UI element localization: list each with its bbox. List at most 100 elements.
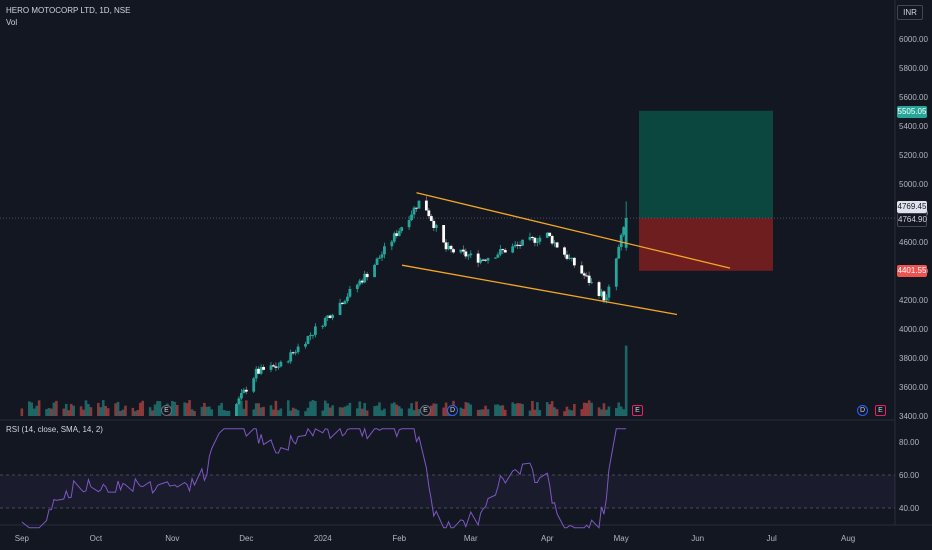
volume-bar xyxy=(138,402,142,416)
volume-bar xyxy=(141,400,145,416)
volume-bar xyxy=(222,410,226,416)
dividend-event-icon[interactable]: D xyxy=(857,405,868,416)
volume-bar xyxy=(400,408,404,416)
volume-bar xyxy=(476,409,480,416)
time-tick-label: Mar xyxy=(464,534,478,543)
volume-bar xyxy=(479,409,482,416)
candle-body xyxy=(585,275,589,277)
volume-bar xyxy=(116,401,120,416)
rsi-line xyxy=(21,427,627,529)
earnings-event-icon[interactable]: E xyxy=(420,405,431,416)
candle-body xyxy=(624,218,628,248)
candle-body xyxy=(449,245,453,250)
rsi-pane xyxy=(0,427,895,529)
candle-body xyxy=(390,241,394,247)
volume-bar xyxy=(555,409,559,416)
earnings-event-icon[interactable]: E xyxy=(875,405,886,416)
volume-bar xyxy=(390,403,394,416)
candle-body xyxy=(397,230,401,236)
time-tick-label: Aug xyxy=(841,534,855,543)
candle-body xyxy=(286,361,290,363)
time-tick-label: May xyxy=(614,534,629,543)
price-tick-label: 4600.00 xyxy=(899,238,928,247)
candle-body xyxy=(572,257,576,266)
time-tick-label: Sep xyxy=(15,534,30,543)
time-axis[interactable]: Sep Oct Nov Dec 2024 Feb Mar Apr May Jun Jul Aug xyxy=(15,534,856,543)
volume-bar xyxy=(521,404,524,416)
volume-bar xyxy=(587,400,591,416)
channel-lower-line xyxy=(401,264,678,316)
volume-bar xyxy=(553,407,556,416)
volume-bar xyxy=(538,410,542,416)
candle-body xyxy=(498,249,502,255)
volume-bar xyxy=(151,410,154,416)
price-tick-label: 3600.00 xyxy=(899,383,928,392)
rsi-tick-label: 60.00 xyxy=(899,471,920,480)
candle-body xyxy=(533,237,537,243)
volume-label[interactable]: Vol xyxy=(6,18,18,27)
price-tick-label: 3800.00 xyxy=(899,354,928,363)
volume-bar xyxy=(323,400,327,416)
candle-body xyxy=(563,247,566,255)
price-tick-label: 4200.00 xyxy=(899,296,928,305)
candle-body xyxy=(415,207,418,209)
candle-body xyxy=(400,227,404,231)
volume-bar xyxy=(27,401,31,416)
volume-bar xyxy=(550,401,554,416)
volume-bar xyxy=(134,411,137,416)
volume-bar xyxy=(417,409,421,416)
volume-bar xyxy=(600,409,603,416)
candle-body xyxy=(365,273,369,278)
volume-bar xyxy=(114,403,117,416)
volume-bar xyxy=(47,408,51,416)
candle-body xyxy=(355,284,359,289)
volume-bar xyxy=(503,409,507,416)
volume-bar xyxy=(245,400,248,416)
candle-body xyxy=(590,282,594,284)
symbol-title[interactable]: HERO MOTOCORP LTD, 1D, NSE xyxy=(6,6,131,15)
volume-bar xyxy=(210,409,214,416)
volume-bar xyxy=(375,405,379,416)
rsi-label[interactable]: RSI (14, close, SMA, 14, 2) xyxy=(6,425,103,434)
candle-body xyxy=(622,227,626,235)
currency-button[interactable]: INR xyxy=(897,5,923,20)
volume-bar xyxy=(331,405,334,416)
volume-bar xyxy=(580,409,584,416)
volume-bar xyxy=(200,406,204,416)
candle-body xyxy=(259,367,263,374)
candle-body xyxy=(321,325,325,327)
candle-body xyxy=(545,232,549,238)
volume-bar xyxy=(518,403,522,416)
candle-body xyxy=(313,326,317,335)
candle-body xyxy=(276,366,280,368)
candle-body xyxy=(291,352,295,354)
volume-bar xyxy=(101,400,105,416)
volume-bar xyxy=(536,402,539,416)
volume-bar xyxy=(415,401,418,416)
time-tick-label: Apr xyxy=(541,534,554,543)
trendlines[interactable] xyxy=(401,192,731,316)
volume-bar xyxy=(32,408,36,416)
volume-bar xyxy=(430,405,433,416)
candle-body xyxy=(521,239,524,246)
earnings-event-icon[interactable]: E xyxy=(632,405,643,416)
candle-body xyxy=(484,259,487,261)
dividend-event-icon[interactable]: D xyxy=(447,405,458,416)
volume-bar xyxy=(410,403,413,416)
volume-bar xyxy=(97,402,100,416)
volume-bar xyxy=(82,409,85,416)
candle-body xyxy=(341,302,344,305)
volume-bar xyxy=(570,410,574,416)
volume-bar xyxy=(119,410,122,416)
candle-body xyxy=(254,368,258,379)
target-zone xyxy=(639,110,773,219)
candle-body xyxy=(323,317,327,326)
candle-body xyxy=(511,246,515,253)
volume-bar xyxy=(378,402,381,416)
earnings-event-icon[interactable]: E xyxy=(161,405,172,416)
candle-body xyxy=(346,296,349,302)
position-zones[interactable] xyxy=(0,110,895,271)
volume-bar xyxy=(568,409,571,416)
candle-body xyxy=(424,200,428,211)
